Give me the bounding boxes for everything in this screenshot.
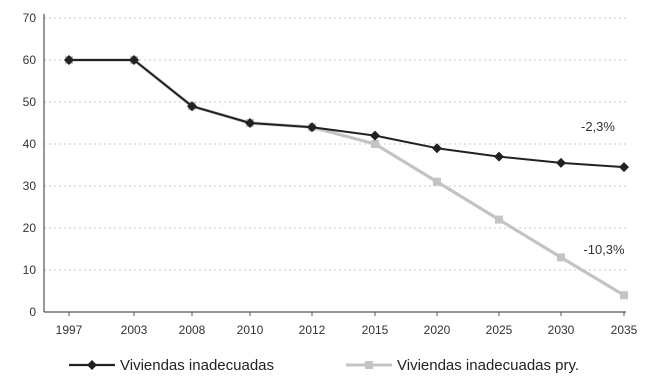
data-point xyxy=(371,140,379,148)
x-tick-label: 2008 xyxy=(179,323,206,337)
data-point xyxy=(556,157,566,168)
data-point xyxy=(129,55,139,65)
data-point xyxy=(64,55,74,65)
annotation-label: -2,3% xyxy=(581,119,615,134)
series-line-viviendas-inadecuadas xyxy=(69,59,625,169)
legend-item-viviendas-inadecuadas: Viviendas inadecuadas xyxy=(68,353,274,377)
data-point xyxy=(370,130,380,141)
y-tick-label: 40 xyxy=(23,137,37,151)
series-line-viviendas-inadecuadas-pry xyxy=(69,58,625,297)
x-tick-label: 2025 xyxy=(486,323,513,337)
legend-label: Viviendas inadecuadas pry. xyxy=(397,356,580,374)
legend: Viviendas inadecuadas Viviendas inadecua… xyxy=(0,353,645,377)
data-point xyxy=(494,151,504,162)
data-point xyxy=(433,177,441,186)
annotation-label: -10,3% xyxy=(583,242,625,257)
x-tick-label: 2030 xyxy=(548,323,575,337)
y-tick-label: 70 xyxy=(23,11,37,25)
x-tick-label: 1997 xyxy=(56,323,83,337)
legend-item-viviendas-inadecuadas-pry: Viviendas inadecuadas pry. xyxy=(345,353,579,377)
y-tick-label: 50 xyxy=(23,95,37,109)
data-point xyxy=(619,162,629,173)
x-tick-label: 2035 xyxy=(611,323,638,337)
data-point xyxy=(620,291,628,300)
data-point xyxy=(245,118,255,128)
x-tick-label: 2012 xyxy=(299,323,326,337)
data-point xyxy=(557,253,565,262)
y-tick-label: 30 xyxy=(23,179,37,193)
data-point xyxy=(432,143,442,154)
data-point xyxy=(495,215,503,224)
data-point xyxy=(307,122,317,133)
x-tick-label: 2003 xyxy=(121,323,148,337)
y-tick-label: 10 xyxy=(23,263,37,277)
x-tick-label: 2010 xyxy=(237,323,264,337)
y-tick-label: 60 xyxy=(23,53,37,67)
x-tick-label: 2015 xyxy=(362,323,389,337)
y-tick-label: 20 xyxy=(23,221,37,235)
x-tick-label: 2020 xyxy=(424,323,451,337)
data-point xyxy=(187,101,197,112)
y-tick-label: 0 xyxy=(29,305,36,319)
legend-marker-diamond-icon xyxy=(69,360,115,370)
legend-label: Viviendas inadecuadas xyxy=(120,356,275,374)
legend-marker-square-icon xyxy=(346,361,392,369)
